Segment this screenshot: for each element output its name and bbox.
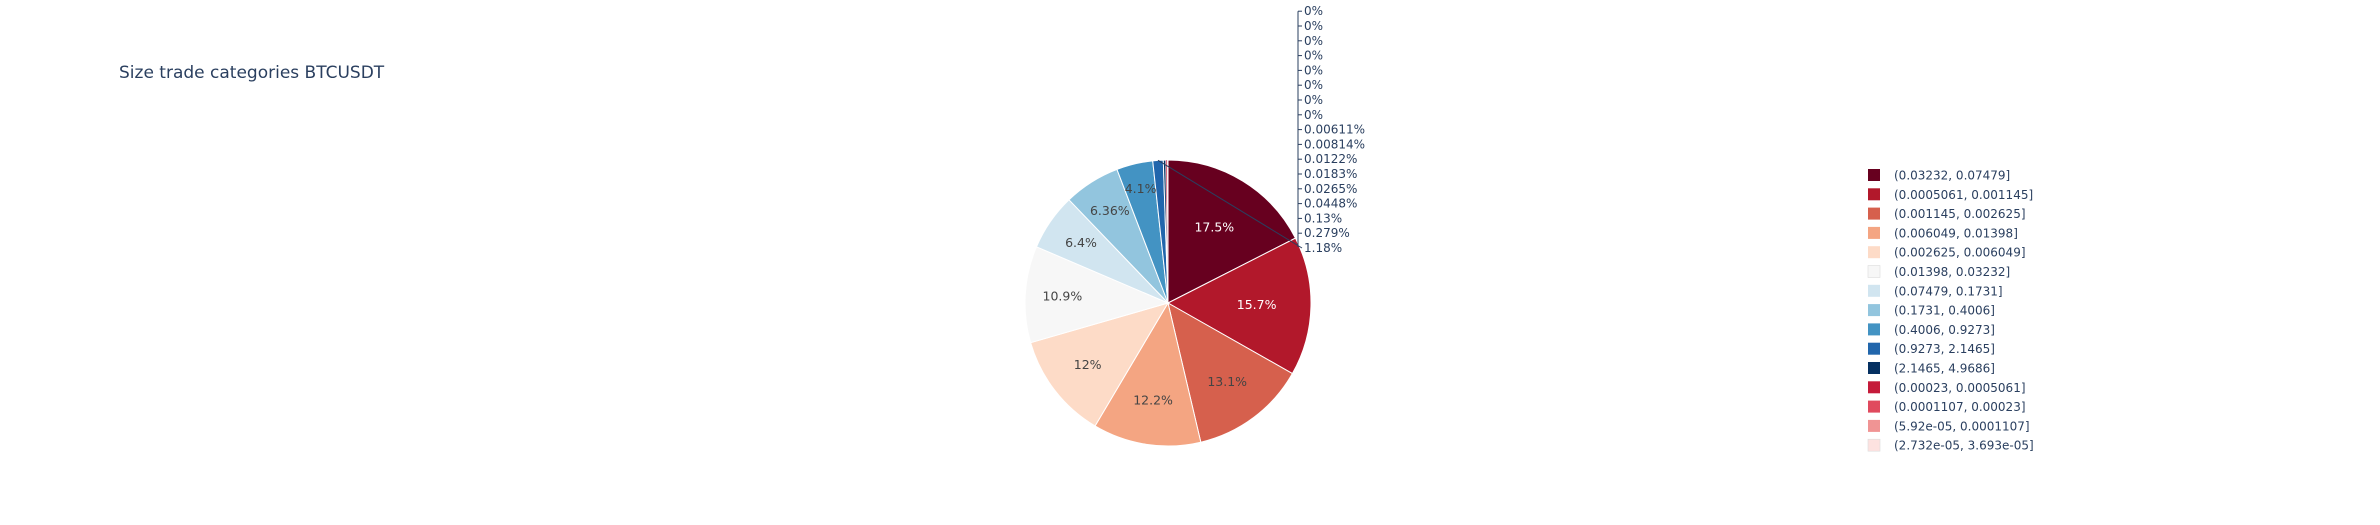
outside-label-20: 0% — [1304, 78, 1323, 92]
outside-label-24: 0% — [1304, 19, 1323, 33]
pie-slice-4[interactable] — [1030, 302, 1170, 427]
pie-slice-5[interactable] — [1024, 246, 1170, 344]
legend-swatch-8[interactable] — [1868, 323, 1880, 336]
slice-label-7: 6.36% — [1090, 203, 1130, 218]
legend-swatch-9[interactable] — [1868, 342, 1880, 355]
outside-label-13: 0.0265% — [1304, 182, 1357, 196]
outside-label-21: 0% — [1304, 63, 1323, 77]
slice-label-6: 6.4% — [1065, 235, 1097, 250]
pie-slice-1[interactable] — [1166, 237, 1312, 375]
outside-labels: 1.18%0.279%0.13%0.0448%0.0265%0.0183%0.0… — [1157, 4, 1365, 255]
legend-label-11[interactable]: (0.00023, 0.0005061] — [1894, 381, 2026, 395]
outside-label-23: 0% — [1304, 34, 1323, 48]
outside-label-line-9 — [1157, 159, 1303, 249]
outside-label-25: 0% — [1304, 4, 1323, 18]
legend-swatch-3[interactable] — [1868, 226, 1880, 239]
legend-label-0[interactable]: (0.03232, 0.07479] — [1894, 169, 2010, 183]
slice-label-1: 15.7% — [1237, 297, 1277, 312]
chart-title: Size trade categories BTCUSDT — [119, 63, 385, 83]
legend-label-13[interactable]: (5.92e-05, 0.0001107] — [1894, 419, 2030, 433]
outside-label-10: 0.279% — [1304, 226, 1350, 240]
legend-label-6[interactable]: (0.07479, 0.1731] — [1894, 284, 2003, 298]
legend-label-5[interactable]: (0.01398, 0.03232] — [1894, 265, 2010, 279]
legend-swatch-4[interactable] — [1868, 246, 1880, 259]
slice-label-3: 12.2% — [1133, 393, 1173, 408]
legend-swatch-11[interactable] — [1868, 381, 1880, 394]
legend-swatch-6[interactable] — [1868, 284, 1880, 297]
outside-label-14: 0.0183% — [1304, 167, 1357, 181]
legend-swatch-7[interactable] — [1868, 304, 1880, 317]
legend-label-12[interactable]: (0.0001107, 0.00023] — [1894, 400, 2026, 414]
legend-swatch-0[interactable] — [1868, 169, 1880, 181]
outside-label-18: 0% — [1304, 108, 1323, 122]
slice-label-0: 17.5% — [1194, 219, 1234, 234]
legend-swatch-12[interactable] — [1868, 400, 1880, 413]
outside-label-11: 0.13% — [1304, 211, 1342, 225]
legend-label-7[interactable]: (0.1731, 0.4006] — [1894, 304, 1995, 318]
outside-label-19: 0% — [1304, 93, 1323, 107]
slice-label-4: 12% — [1074, 357, 1102, 372]
pie-slice-0[interactable] — [1167, 159, 1297, 304]
outside-label-22: 0% — [1304, 49, 1323, 63]
outside-label-15: 0.0122% — [1304, 152, 1357, 166]
outside-label-9: 1.18% — [1304, 241, 1342, 255]
legend[interactable]: (0.03232, 0.07479] (0.0005061, 0.001145] (… — [1867, 169, 2034, 453]
legend-swatch-14[interactable] — [1867, 438, 1881, 452]
legend-swatch-10[interactable] — [1868, 362, 1880, 374]
pie-slice-labels: 17.5% 15.7% 13.1% 12.2% 12% 10.9% 6.4% 6.36% 4.1… — [1043, 181, 1277, 408]
slice-label-2: 13.1% — [1207, 374, 1247, 389]
outside-label-16: 0.00814% — [1304, 137, 1365, 151]
pie-slice-2[interactable] — [1167, 302, 1294, 443]
slice-label-5: 10.9% — [1043, 289, 1083, 304]
outside-label-17: 0.00611% — [1304, 123, 1365, 137]
legend-label-9[interactable]: (0.9273, 2.1465] — [1894, 342, 1995, 356]
outside-label-12: 0.0448% — [1304, 197, 1357, 211]
legend-label-3[interactable]: (0.006049, 0.01398] — [1894, 226, 2018, 240]
slice-label-8: 4.1% — [1125, 181, 1157, 196]
pie-slices — [1024, 159, 1312, 447]
legend-label-1[interactable]: (0.0005061, 0.001145] — [1894, 188, 2033, 202]
legend-label-4[interactable]: (0.002625, 0.006049] — [1894, 246, 2026, 260]
pie-slice-3[interactable] — [1094, 301, 1202, 447]
legend-swatch-2[interactable] — [1868, 207, 1880, 220]
legend-swatch-1[interactable] — [1868, 188, 1880, 201]
legend-label-10[interactable]: (2.1465, 4.9686] — [1894, 362, 1995, 376]
legend-swatch-13[interactable] — [1868, 419, 1880, 432]
legend-label-14[interactable]: (2.732e-05, 3.693e-05] — [1894, 439, 2034, 453]
legend-swatch-5[interactable] — [1867, 265, 1881, 278]
legend-label-8[interactable]: (0.4006, 0.9273] — [1894, 323, 1995, 337]
legend-label-2[interactable]: (0.001145, 0.002625] — [1894, 207, 2026, 221]
